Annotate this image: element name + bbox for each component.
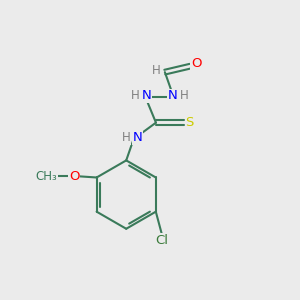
Text: H: H <box>152 64 161 77</box>
Text: O: O <box>69 169 80 182</box>
Text: H: H <box>122 131 130 144</box>
Text: N: N <box>141 89 151 102</box>
Text: N: N <box>132 131 142 144</box>
Text: N: N <box>167 89 177 102</box>
Text: O: O <box>191 57 201 70</box>
Text: Cl: Cl <box>155 234 168 247</box>
Text: H: H <box>180 89 189 102</box>
Text: S: S <box>185 116 194 129</box>
Text: H: H <box>131 89 140 102</box>
Text: CH₃: CH₃ <box>35 169 57 182</box>
